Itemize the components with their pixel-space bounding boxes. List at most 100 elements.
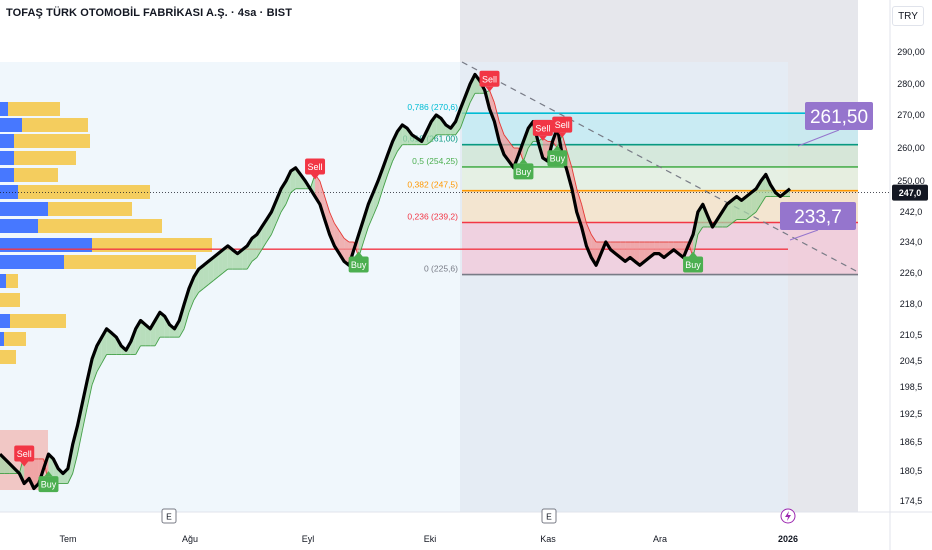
trailing-stop-line [367,215,374,228]
signal-pointer [44,471,53,477]
trailing-stop-line [489,90,495,103]
signal-pointer [354,251,363,257]
time-tick-label: Ara [653,534,667,544]
trailing-band-segment [542,138,548,162]
trailing-stop-line [755,204,762,213]
volume-profile-up-bar [0,168,14,182]
fib-level-label: 0,5 (254,25) [412,156,458,166]
trailing-band-segment [218,249,223,277]
trailing-stop-line [498,121,505,135]
fib-level-label: 0,236 (239,2) [407,212,458,222]
trailing-band-segment [392,131,398,162]
price-tick-label: 226,0 [900,268,923,278]
price-tick-label: 192,5 [900,409,923,419]
price-callout: 261,50 [797,102,873,147]
signal-pointer [311,174,320,180]
trailing-band-segment [741,196,747,220]
earnings-event-label: E [166,512,172,522]
signal-badge [348,256,369,273]
volume-profile-down-bar [48,202,132,216]
volume-profile-down-bar [64,255,196,269]
volume-profile-up-bar [0,274,6,288]
trailing-band-segment [344,238,349,266]
volume-profile-up-bar [0,202,48,216]
trailing-stop-line [183,312,190,329]
price-tick-label: 210,5 [900,330,923,340]
trailing-stop-line [101,354,108,364]
trailing-band-segment [92,345,97,385]
signal-badge [547,150,568,167]
trailing-band-segment [252,234,257,262]
earnings-event-icon [161,508,177,524]
trailing-stop-line [338,230,345,239]
trailing-stop-line [746,215,752,220]
trailing-band-segment [208,257,214,285]
callout-label: 233,7 [794,207,842,228]
trailing-stop-line [426,141,432,146]
trailing-stop-line [222,268,229,274]
price-line-layer [0,72,791,491]
currency-button[interactable]: TRY [892,6,924,26]
trailing-band-segment [378,167,383,205]
sell-signal: Sell [532,119,553,141]
signal-label: Sell [482,74,497,84]
buy-signal: Buy [513,158,534,180]
volume-profile-down-bar [38,219,162,233]
signal-badge [552,116,573,133]
volume-profile-up-bar [0,118,22,132]
buy-signal: Buy [38,471,59,493]
signal-pointer [519,158,528,164]
price-tick-label: 180,5 [900,466,923,476]
signal-label: Buy [550,154,566,164]
trailing-stop-line [246,261,253,270]
signal-label: Buy [685,260,701,270]
trailing-stop-line [581,204,587,224]
trend-line [461,61,859,273]
price-tick-label: 234,0 [900,237,923,247]
trailing-band-segment [358,219,364,258]
trailing-stop-line [81,407,88,431]
trailing-band-segment [213,253,219,281]
time-tick-label: 2026 [778,534,798,544]
price-tick-label: 242,0 [900,207,923,217]
trailing-stop-line [697,226,704,235]
price-series-line [0,72,791,491]
trailing-stop-line [256,249,263,258]
trailing-stop-line [203,284,209,289]
volume-profile-down-bar [14,151,76,165]
signal-pointer [553,145,562,151]
callout-box [805,102,873,130]
trailing-stop-line [760,196,767,205]
volume-profile-up-bar [0,332,4,346]
trailing-band-segment [722,204,727,227]
earnings-event-icon [541,508,557,524]
sell-signal: Sell [552,116,573,138]
price-tick-label: 174,5 [900,496,923,506]
price-callout: 233,7 [780,202,856,241]
sell-signal: Sell [479,70,500,92]
trailing-band-segment [33,458,39,489]
trailing-stop-line [91,371,98,385]
trailing-band-segment [184,288,190,329]
trailing-band-segment [746,192,752,220]
trailing-band-segment [499,121,505,155]
trailing-stop-line [576,188,583,205]
trailing-band-segment [474,74,480,94]
callout-label: 261,50 [810,107,868,128]
trailing-stop-line [566,151,573,168]
trailing-stop-line [77,430,83,455]
trailing-band-segment [227,245,233,270]
signal-label: Sell [308,162,323,172]
price-tick-label: 186,5 [900,437,923,447]
trailing-band-segment [319,181,325,220]
trailing-stop-line [460,114,466,129]
trailing-band-segment [159,312,165,338]
trailing-stop-line [731,219,737,224]
trailing-band-segment [198,265,204,293]
trailing-stop-line [154,336,161,347]
trailing-stop-line [382,174,389,189]
volume-profile-down-bar [6,274,18,288]
buy-signal: Buy [683,251,704,273]
